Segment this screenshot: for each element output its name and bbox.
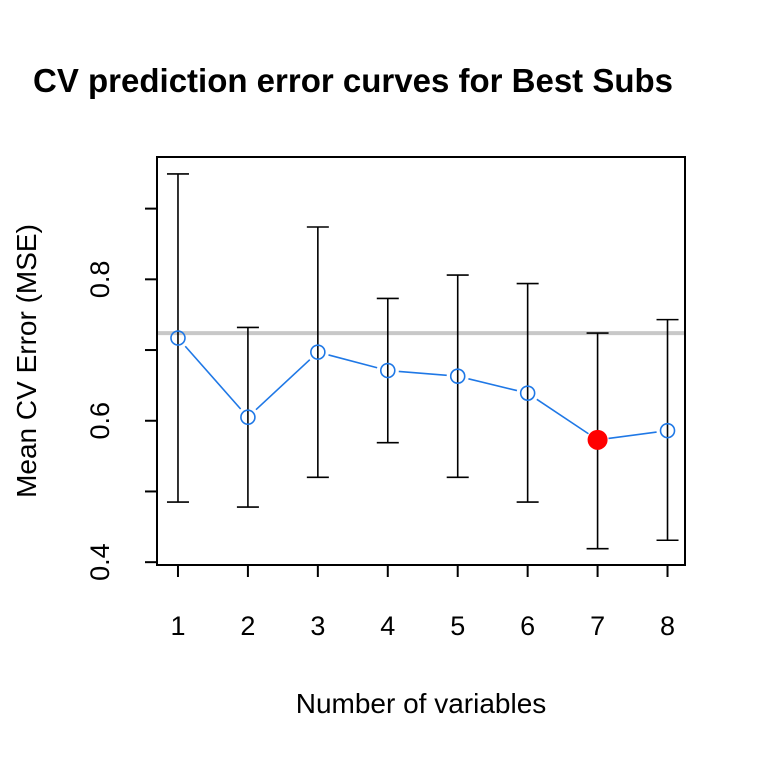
series-segment — [184, 345, 242, 410]
series-group — [170, 330, 676, 450]
x-tick-label: 4 — [380, 611, 395, 641]
chart-title: CV prediction error curves for Best Subs — [33, 62, 673, 99]
data-point — [449, 368, 466, 385]
x-tick-label: 1 — [170, 611, 185, 641]
series-segment — [255, 359, 311, 411]
data-point — [240, 409, 256, 426]
x-tick-label: 2 — [240, 611, 255, 641]
y-tick-label: 0.4 — [85, 543, 115, 581]
x-tick-label: 3 — [310, 611, 325, 641]
data-point — [310, 344, 326, 360]
data-point — [659, 422, 676, 439]
highlight-point — [587, 429, 608, 450]
error-bars — [166, 173, 679, 550]
y-axis: 0.4 0.6 0.8 — [85, 207, 157, 581]
series-segment — [468, 378, 518, 392]
x-axis: 1 2 3 4 5 6 7 8 — [170, 565, 675, 641]
plot-box — [156, 156, 686, 566]
data-point — [379, 362, 396, 379]
y-tick-label: 0.6 — [85, 402, 115, 440]
data-point — [170, 330, 186, 346]
x-tick-label: 7 — [590, 611, 605, 641]
x-axis-label: Number of variables — [296, 688, 547, 719]
x-tick-label: 5 — [450, 611, 465, 641]
series-segment — [536, 398, 589, 435]
data-point — [519, 385, 536, 401]
series-segment — [398, 370, 447, 377]
y-tick-label: 0.8 — [85, 261, 115, 299]
x-tick-label: 8 — [660, 611, 675, 641]
x-tick-label: 6 — [520, 611, 535, 641]
y-axis-label: Mean CV Error (MSE) — [11, 224, 42, 498]
series-segment — [328, 354, 378, 369]
series-segment — [608, 431, 657, 440]
